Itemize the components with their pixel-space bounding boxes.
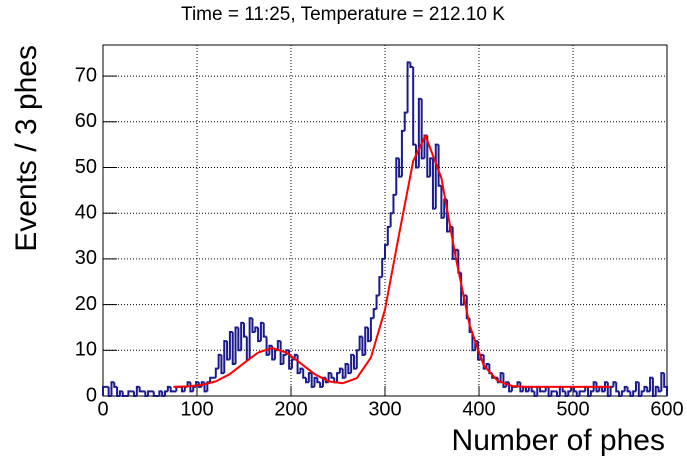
histogram-bin (254, 326, 259, 333)
histogram-bin (400, 129, 405, 177)
histogram-bin (567, 390, 572, 396)
x-tick-label: 100 (180, 398, 213, 420)
histogram-bin (164, 390, 168, 396)
histogram-bin (589, 390, 594, 396)
fit-curve (173, 134, 611, 388)
histogram-bin (640, 390, 645, 396)
histogram-bin (620, 390, 625, 396)
histogram-bin (135, 385, 140, 396)
histogram-bin (231, 332, 236, 366)
histogram-bin (378, 276, 383, 296)
histogram-bin (592, 381, 597, 392)
histogram-bin (499, 372, 504, 383)
histogram-bin (127, 390, 132, 396)
y-tick-label: 30 (75, 247, 97, 269)
histogram-bin (299, 367, 304, 374)
histogram-bin (355, 349, 360, 369)
histogram-bin (234, 326, 239, 365)
y-tick-label: 50 (75, 156, 97, 178)
histogram-bin (654, 385, 659, 396)
histogram-bin (657, 386, 662, 393)
histogram-bin (663, 373, 668, 396)
histogram-bin (341, 368, 346, 379)
x-tick-label: 600 (650, 398, 683, 420)
histogram-bin (381, 257, 385, 278)
x-tick-label: 200 (274, 398, 307, 420)
histogram-bin (237, 327, 242, 352)
histogram-bin (369, 317, 374, 342)
histogram-bin (578, 390, 583, 396)
x-tick-label: 0 (97, 398, 108, 420)
histogram-bin (519, 382, 524, 393)
histogram-bin (646, 386, 651, 393)
histogram-bin (595, 382, 600, 393)
histogram-bin (226, 341, 230, 361)
histogram-bin (110, 381, 115, 396)
histogram-bin (403, 111, 408, 131)
histogram-bin (612, 381, 617, 387)
histogram-bin (338, 367, 343, 374)
y-tick-label: 70 (75, 64, 97, 86)
histogram-bin (420, 98, 425, 160)
histogram-bin (384, 244, 388, 259)
y-tick-label: 10 (75, 339, 97, 361)
histogram-bin (603, 381, 608, 392)
histogram-bin (389, 212, 394, 227)
histogram-bin (180, 386, 185, 393)
y-tick-label: 40 (75, 201, 97, 223)
histogram-bin (350, 353, 354, 374)
histogram-bin (316, 377, 321, 384)
histogram-bin (138, 386, 143, 393)
x-tick-label: 400 (462, 398, 495, 420)
histogram-bin (251, 318, 256, 334)
histogram-bin (623, 385, 628, 392)
y-axis-label: Events / 3 phes (10, 45, 43, 252)
histogram-bin (290, 358, 295, 369)
histogram-bin (440, 185, 445, 219)
x-axis-label: Number of phes (452, 424, 665, 457)
histogram-bin (152, 391, 157, 397)
histogram-bin (166, 385, 171, 392)
histogram-bin (279, 341, 284, 366)
histogram-bin (643, 385, 648, 392)
histogram-bin (525, 386, 529, 393)
x-tick-label: 500 (556, 398, 589, 420)
histogram-bin (209, 376, 213, 383)
histogram-bin (327, 372, 332, 383)
histogram-bin (539, 386, 543, 393)
histogram-bin (307, 372, 312, 383)
histogram-bin (102, 385, 106, 396)
histogram-bin (660, 372, 665, 392)
histogram-bin (505, 381, 510, 387)
x-tick-label: 300 (368, 398, 401, 420)
histogram-bin (601, 386, 605, 393)
histogram-bin (632, 390, 636, 396)
histogram-bin (121, 391, 126, 397)
histogram-bin (113, 382, 118, 388)
histogram-bin (169, 386, 174, 393)
histogram-bin (223, 340, 228, 374)
histogram-bin (364, 326, 369, 355)
histogram-bin (203, 382, 208, 393)
histogram-bin (271, 345, 276, 361)
y-tick-label: 60 (75, 110, 97, 132)
y-tick-label: 20 (75, 293, 97, 315)
histogram-bin (550, 390, 555, 396)
chart-title: Time = 11:25, Temperature = 212.10 K (181, 4, 505, 25)
histogram-bin (471, 332, 476, 352)
plot-frame (102, 44, 668, 397)
histogram-bin (276, 340, 281, 351)
histogram-bin (147, 390, 151, 396)
y-tick-label: 0 (86, 384, 97, 406)
histogram-bin (186, 381, 191, 387)
histogram-bin (634, 381, 639, 392)
histogram-bin (217, 353, 222, 369)
